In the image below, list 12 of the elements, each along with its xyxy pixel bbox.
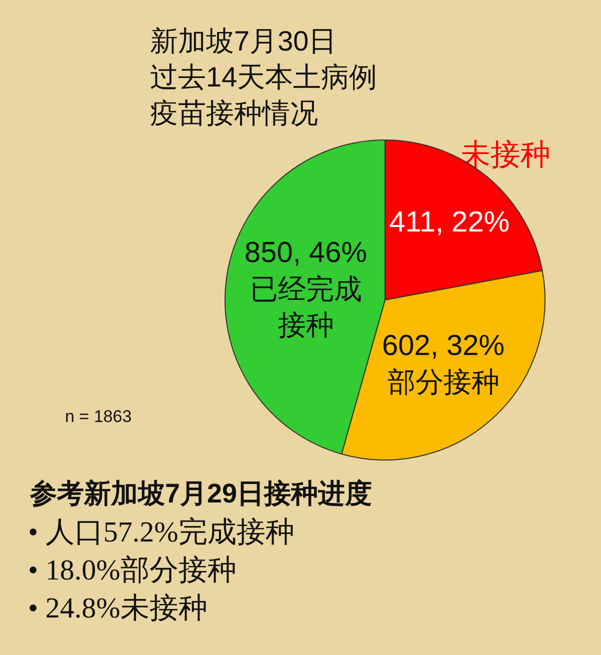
data-label: 602, 32% xyxy=(382,330,505,362)
text: • 24.8%未接种 xyxy=(28,592,208,624)
chart-title: 新加坡7月30日 xyxy=(150,26,337,56)
text: • 18.0%部分接种 xyxy=(28,554,236,586)
text: n = 1863 xyxy=(65,407,132,426)
data-label: 850, 46% xyxy=(244,237,368,270)
text: 参考新加坡7月29日接种进度 xyxy=(29,478,372,508)
chart-subtitle: 过去14天本土病例疫苗接种情况 xyxy=(150,62,378,128)
slice-label: 部分接种 xyxy=(387,366,500,398)
data-label: 411, 22% xyxy=(389,206,510,238)
slice-label: 已经完成接种 xyxy=(250,274,362,341)
text: • 人口57.2%完成接种 xyxy=(28,516,294,548)
